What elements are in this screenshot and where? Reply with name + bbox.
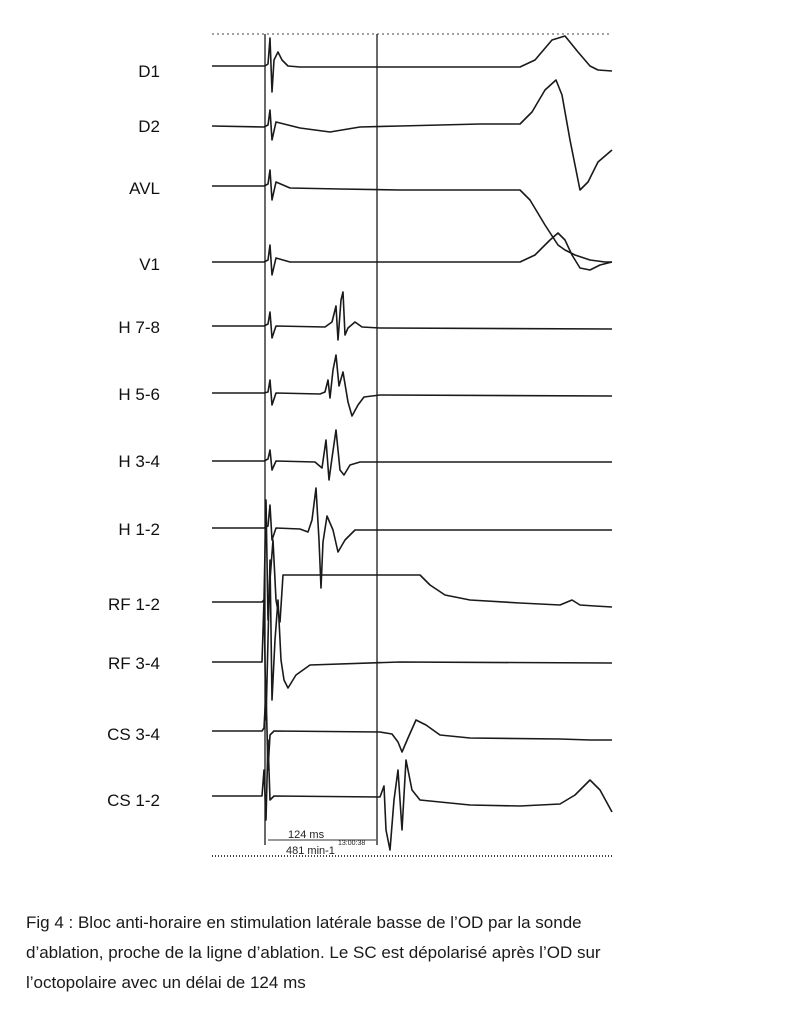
ecg-figure: D1 D2 AVL V1 H 7-8 H 5-6 H 3-4 H 1-2 RF …	[107, 33, 613, 857]
trace-avl	[212, 169, 612, 263]
lead-label-h34: H 3-4	[118, 452, 160, 471]
lead-label-h78: H 7-8	[118, 318, 160, 337]
trace-h34	[212, 429, 612, 481]
lead-label-cs34: CS 3-4	[107, 725, 160, 744]
figure-caption: Fig 4 : Bloc anti-horaire en stimulation…	[26, 908, 786, 998]
lead-label-rf34: RF 3-4	[108, 654, 160, 673]
trace-d1	[212, 35, 613, 93]
lead-label-d1: D1	[138, 62, 160, 81]
lead-label-cs12: CS 1-2	[107, 791, 160, 810]
caption-line-1: Fig 4 : Bloc anti-horaire en stimulation…	[26, 913, 582, 932]
lead-label-rf12: RF 1-2	[108, 595, 160, 614]
trace-h78	[212, 291, 613, 341]
caption-line-3: l’octopolaire avec un délai de 124 ms	[26, 973, 306, 992]
interval-value: 124 ms	[288, 829, 325, 841]
caption-line-2: d’ablation, proche de la ligne d’ablatio…	[26, 943, 601, 962]
rate-value: 481 min-1	[286, 845, 335, 857]
lead-labels: D1 D2 AVL V1 H 7-8 H 5-6 H 3-4 H 1-2 RF …	[107, 62, 160, 810]
interval-annotation: 124 ms 13:00:38 481 min-1	[268, 829, 376, 857]
interval-time: 13:00:38	[338, 840, 365, 847]
lead-label-h12: H 1-2	[118, 520, 160, 539]
lead-label-v1: V1	[139, 255, 160, 274]
lead-label-d2: D2	[138, 117, 160, 136]
trace-rf34	[212, 559, 613, 721]
trace-cs12	[212, 739, 613, 851]
trace-v1	[212, 232, 613, 276]
trace-rf12	[212, 499, 613, 623]
trace-d2	[211, 79, 613, 191]
traces	[211, 35, 613, 851]
trace-cs34	[212, 689, 612, 771]
lead-label-avl: AVL	[129, 179, 160, 198]
trace-h56	[212, 354, 613, 417]
trace-h12	[212, 487, 612, 589]
lead-label-h56: H 5-6	[118, 385, 160, 404]
